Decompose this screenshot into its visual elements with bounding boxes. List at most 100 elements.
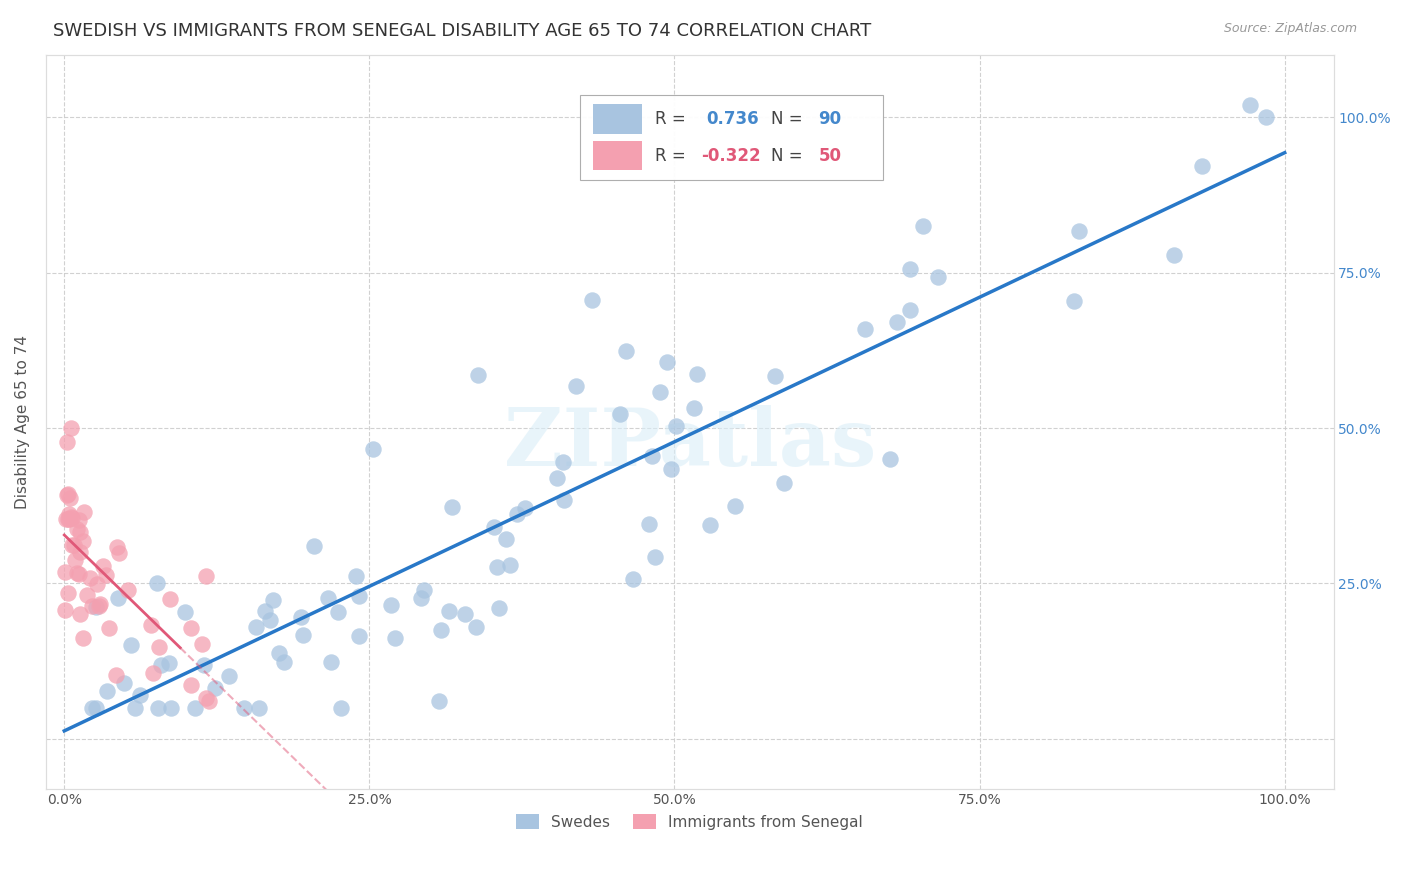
Point	[290, 610, 312, 624]
Point	[79, 571, 101, 585]
Point	[69, 567, 91, 582]
Point	[454, 607, 477, 621]
FancyBboxPatch shape	[581, 95, 883, 180]
Point	[292, 628, 315, 642]
Point	[84, 700, 107, 714]
Point	[146, 576, 169, 591]
Point	[218, 668, 240, 682]
Point	[112, 675, 135, 690]
Point	[148, 640, 170, 655]
Point	[198, 694, 221, 708]
Point	[330, 700, 353, 714]
Point	[159, 592, 181, 607]
Point	[1063, 293, 1085, 308]
Point	[427, 694, 450, 708]
Point	[683, 401, 706, 416]
Point	[67, 513, 90, 527]
FancyBboxPatch shape	[593, 141, 643, 170]
Point	[641, 450, 664, 464]
Point	[853, 322, 876, 336]
Point	[66, 566, 89, 580]
Point	[141, 617, 163, 632]
Point	[686, 368, 709, 382]
Text: 90: 90	[818, 110, 842, 128]
Point	[609, 407, 631, 421]
Point	[262, 592, 284, 607]
Point	[59, 491, 82, 505]
Point	[73, 506, 96, 520]
Point	[159, 657, 181, 671]
Point	[62, 538, 84, 552]
Text: 0.736: 0.736	[706, 110, 759, 128]
Point	[1256, 110, 1278, 124]
Point	[506, 508, 529, 522]
Point	[204, 681, 226, 695]
Point	[665, 418, 688, 433]
Point	[56, 488, 79, 502]
Text: -0.322: -0.322	[702, 146, 761, 165]
Point	[63, 552, 86, 566]
Point	[485, 560, 508, 574]
Point	[247, 700, 270, 714]
Point	[69, 524, 91, 539]
Point	[160, 700, 183, 714]
Point	[254, 604, 277, 618]
Point	[699, 518, 721, 533]
Point	[245, 620, 267, 634]
Point	[174, 605, 197, 619]
Point	[124, 700, 146, 714]
Point	[1239, 98, 1261, 112]
Point	[773, 475, 796, 490]
Point	[63, 539, 86, 553]
Point	[413, 583, 436, 598]
Point	[326, 605, 349, 619]
Point	[319, 655, 342, 669]
Point	[128, 689, 150, 703]
Point	[184, 700, 207, 714]
Point	[180, 678, 202, 692]
Point	[430, 624, 453, 638]
Point	[58, 512, 80, 526]
Point	[581, 293, 603, 307]
Point	[898, 261, 921, 276]
Point	[644, 550, 666, 565]
Point	[76, 588, 98, 602]
Text: SWEDISH VS IMMIGRANTS FROM SENEGAL DISABILITY AGE 65 TO 74 CORRELATION CHART: SWEDISH VS IMMIGRANTS FROM SENEGAL DISAB…	[53, 22, 872, 40]
Point	[316, 591, 339, 606]
Legend: Swedes, Immigrants from Senegal: Swedes, Immigrants from Senegal	[510, 807, 869, 836]
Point	[56, 586, 79, 600]
Point	[120, 638, 142, 652]
Point	[648, 384, 671, 399]
Point	[437, 604, 460, 618]
Point	[304, 539, 326, 553]
Point	[149, 658, 172, 673]
Point	[765, 369, 787, 384]
Point	[180, 622, 202, 636]
Point	[546, 471, 568, 485]
Point	[273, 655, 295, 669]
Text: N =: N =	[770, 110, 807, 128]
Point	[65, 522, 87, 536]
Point	[117, 583, 139, 598]
FancyBboxPatch shape	[593, 104, 643, 134]
Point	[69, 544, 91, 558]
Point	[659, 462, 682, 476]
Point	[80, 700, 103, 714]
Point	[53, 603, 76, 617]
Point	[142, 666, 165, 681]
Point	[898, 303, 921, 318]
Point	[191, 637, 214, 651]
Point	[96, 684, 118, 698]
Point	[146, 700, 169, 714]
Point	[195, 691, 218, 706]
Text: R =: R =	[655, 110, 690, 128]
Point	[464, 620, 486, 634]
Point	[565, 379, 588, 393]
Point	[58, 512, 80, 526]
Point	[72, 534, 94, 549]
Point	[467, 368, 489, 383]
Point	[89, 599, 111, 614]
Point	[80, 599, 103, 614]
Point	[614, 344, 637, 359]
Point	[886, 315, 908, 329]
